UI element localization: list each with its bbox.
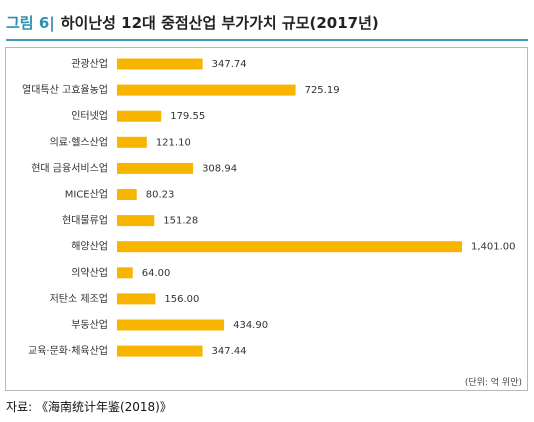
bar	[117, 84, 296, 96]
category-label: 관광산업	[71, 57, 108, 70]
value-label: 725.19	[305, 85, 340, 96]
category-label: 해양산업	[71, 240, 108, 253]
value-label: 308.94	[202, 163, 237, 174]
source-note: 자료: 《海南统计年鉴(2018)》	[6, 400, 172, 414]
bar	[117, 215, 155, 227]
category-label: 현대 금융서비스업	[31, 161, 108, 174]
category-label: 의약산업	[71, 266, 108, 279]
value-label: 156.00	[164, 294, 199, 305]
chart-title: 하이난성 12대 중점산업 부가가치 규모(2017년)	[60, 13, 379, 32]
value-label: 1,401.00	[471, 242, 516, 253]
category-label: 교육·문화·체육산업	[28, 344, 108, 357]
category-label: 의료·헬스산업	[50, 135, 108, 148]
value-label: 347.74	[212, 59, 247, 70]
category-label: 인터넷업	[71, 109, 108, 122]
plot-frame	[5, 47, 528, 391]
value-label: 179.55	[170, 111, 205, 122]
header-rule	[6, 39, 528, 41]
bar	[117, 136, 147, 148]
category-label: MICE산업	[65, 188, 108, 201]
value-label: 434.90	[233, 320, 268, 331]
category-label: 현대물류업	[62, 214, 108, 227]
bar	[117, 189, 137, 200]
value-label: 121.10	[156, 137, 191, 148]
category-label: 열대특산 고효율농업	[22, 83, 108, 96]
category-label: 부동산업	[71, 318, 108, 331]
bar	[117, 319, 225, 331]
bar	[117, 293, 156, 305]
value-label: 347.44	[212, 346, 247, 357]
value-label: 151.28	[163, 216, 198, 227]
bar	[117, 241, 462, 253]
category-label: 저탄소 제조업	[50, 292, 108, 305]
figure-header: 그림 6| 하이난성 12대 중점산업 부가가치 규모(2017년)	[6, 8, 526, 36]
bar	[117, 267, 133, 279]
bar	[117, 58, 203, 70]
value-label: 64.00	[142, 268, 171, 279]
figure-label: 그림 6|	[6, 13, 55, 32]
bar	[117, 110, 162, 122]
bar	[117, 345, 203, 357]
unit-note: (단위: 억 위안)	[464, 378, 522, 388]
bar	[117, 162, 194, 174]
value-label: 80.23	[146, 190, 175, 201]
